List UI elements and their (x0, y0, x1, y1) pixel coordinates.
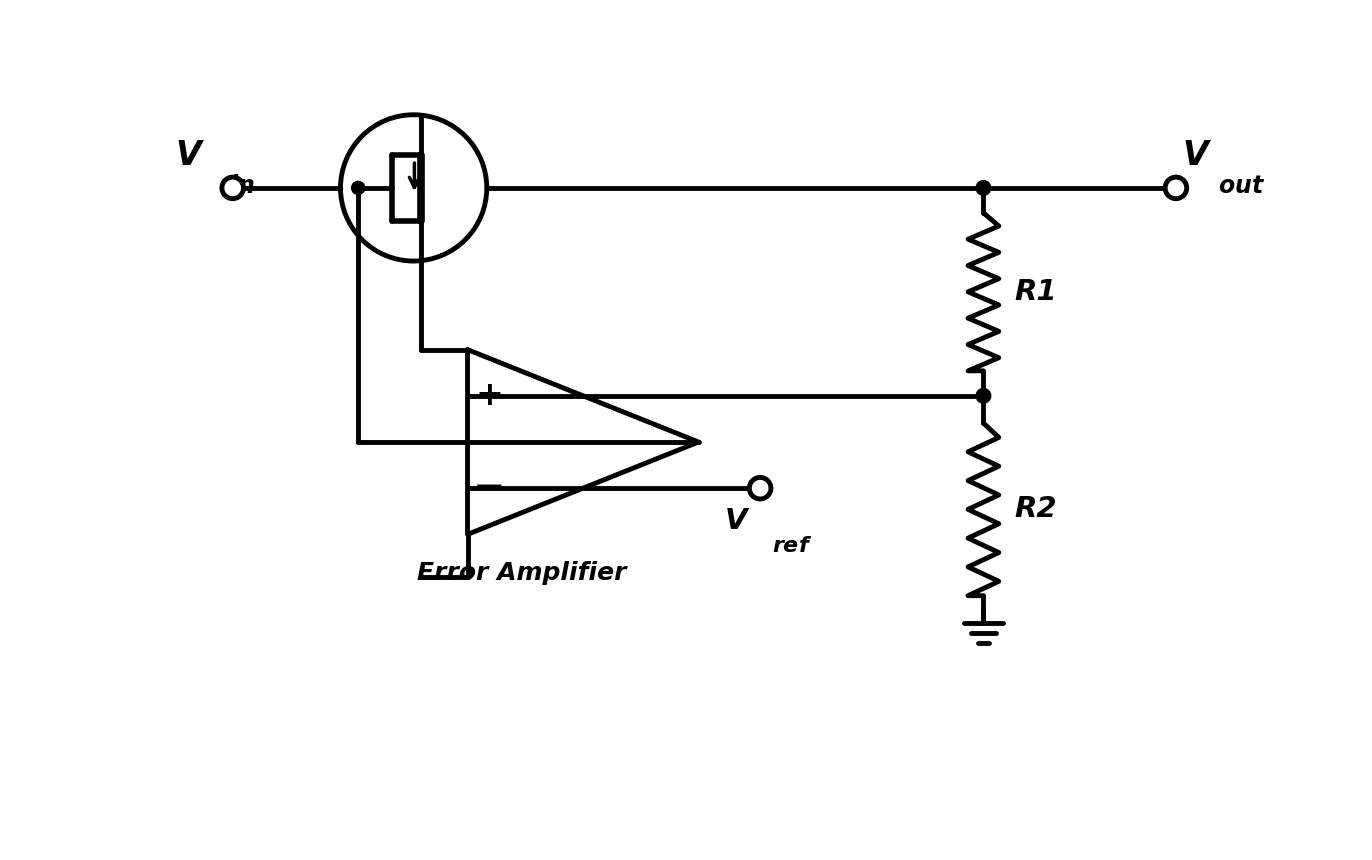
Circle shape (1165, 177, 1187, 199)
Text: R1: R1 (1014, 278, 1056, 306)
Circle shape (975, 389, 991, 403)
Text: R2: R2 (1014, 495, 1056, 524)
Circle shape (975, 181, 991, 195)
Circle shape (749, 477, 771, 499)
Text: $\mathbfit{out}$: $\mathbfit{out}$ (1218, 174, 1265, 198)
Text: −: − (473, 470, 505, 507)
Circle shape (222, 177, 243, 199)
Text: $\mathbfit{V}$: $\mathbfit{V}$ (724, 507, 750, 535)
Text: $\mathbfit{ref}$: $\mathbfit{ref}$ (771, 536, 812, 556)
Text: $\mathbfit{V}$: $\mathbfit{V}$ (1183, 139, 1211, 172)
Text: Error Amplifier: Error Amplifier (417, 561, 626, 585)
Circle shape (340, 114, 487, 261)
Text: +: + (475, 379, 504, 412)
Text: $\mathbfit{V}$: $\mathbfit{V}$ (176, 139, 206, 172)
Text: $\mathbfit{in}$: $\mathbfit{in}$ (229, 174, 254, 198)
Circle shape (351, 181, 365, 194)
